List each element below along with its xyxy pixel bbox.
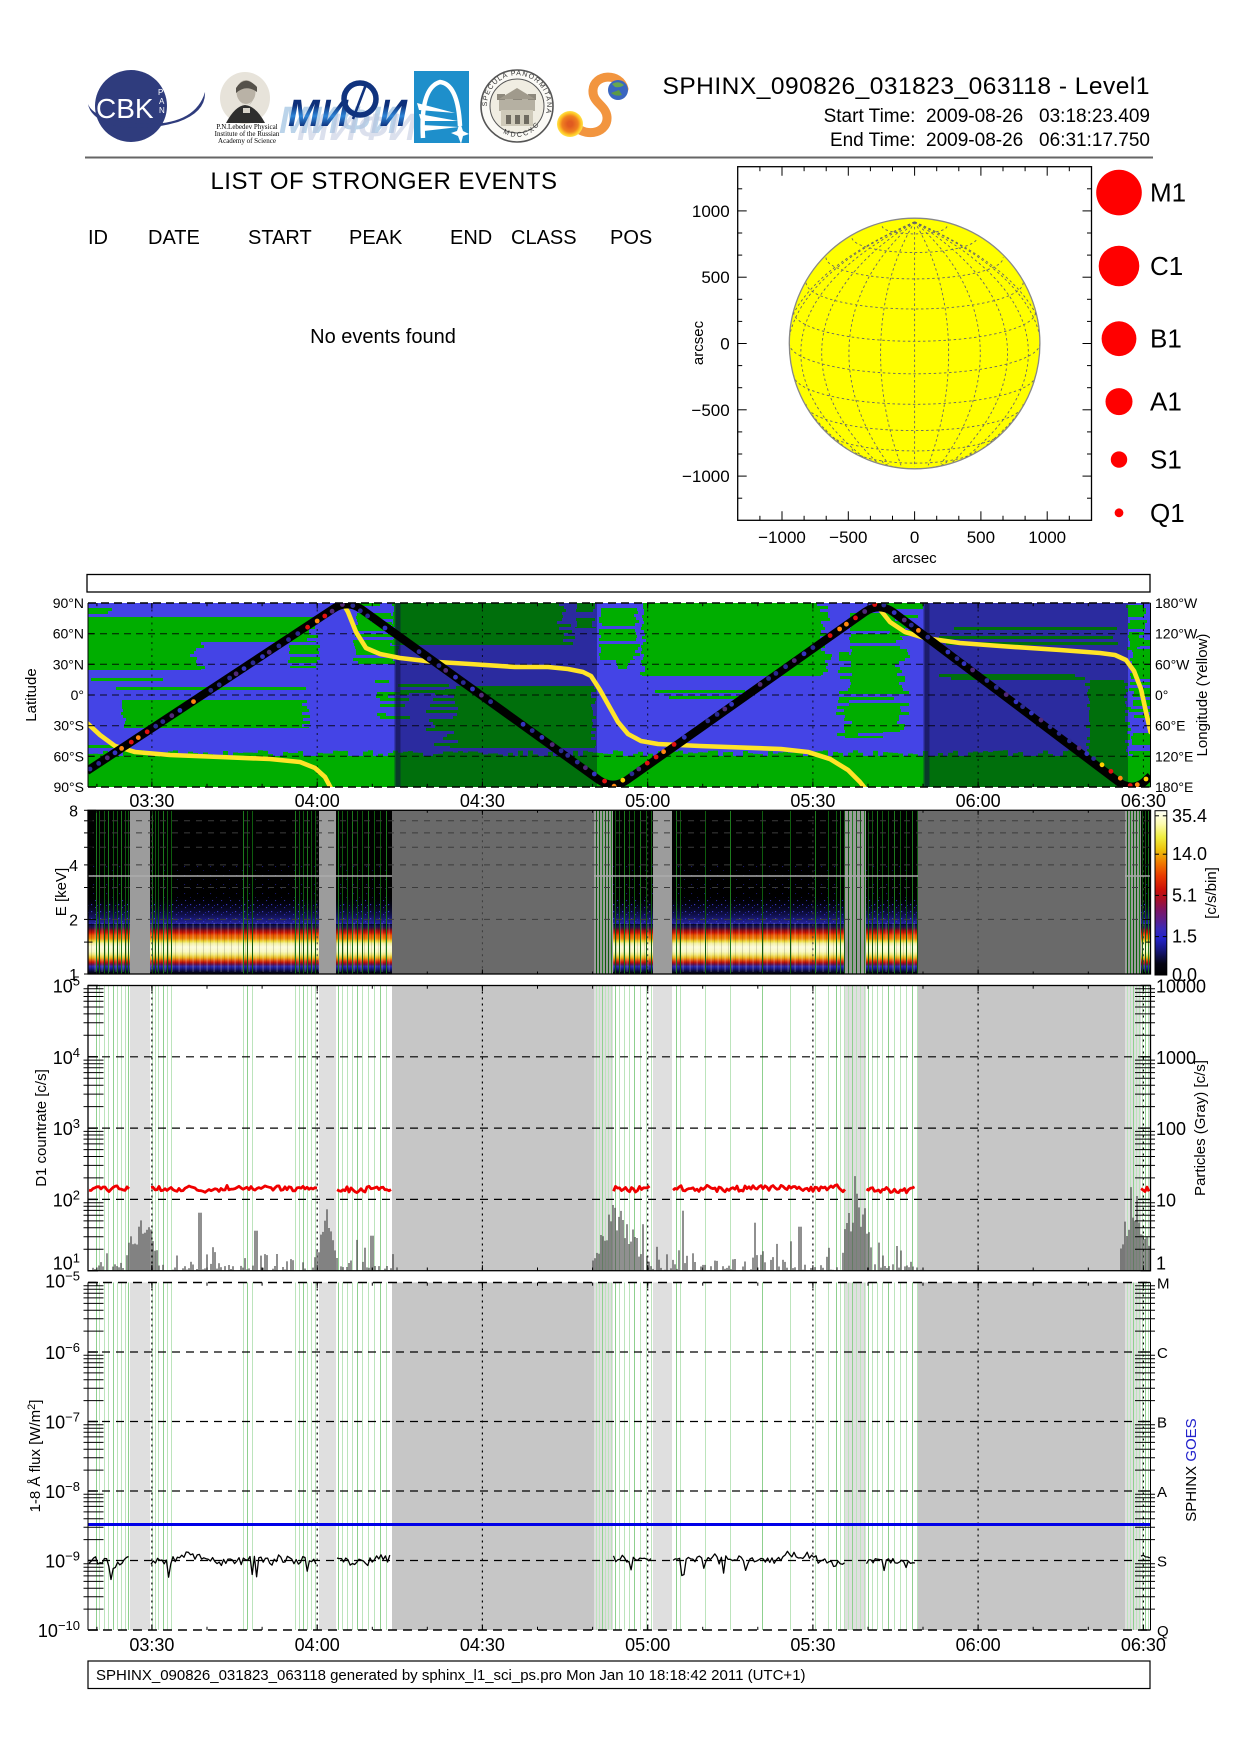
svg-text:Academy of Science: Academy of Science (218, 137, 276, 145)
svg-text:06:30: 06:30 (1121, 1635, 1166, 1655)
svg-text:35.4: 35.4 (1172, 806, 1207, 826)
svg-text:−500: −500 (829, 528, 867, 547)
svg-text:End Time: 2009-08-26 06:31:: End Time: 2009-08-26 06:31:17.750 (830, 130, 1150, 151)
svg-text:30°S: 30°S (53, 718, 84, 734)
svg-text:M: M (1157, 1276, 1170, 1293)
svg-text:0: 0 (720, 335, 729, 354)
svg-text:−500: −500 (691, 401, 729, 420)
svg-text:Longitude (Yellow): Longitude (Yellow) (1194, 634, 1211, 757)
svg-text:A: A (1157, 1484, 1167, 1501)
svg-text:1: 1 (69, 967, 78, 984)
svg-text:06:30: 06:30 (1121, 791, 1166, 811)
svg-text:DATE: DATE (148, 227, 200, 249)
svg-text:60°W: 60°W (1155, 656, 1190, 672)
svg-text:180°W: 180°W (1155, 595, 1198, 611)
svg-text:МИФИ: МИФИ (279, 100, 399, 142)
svg-text:START: START (248, 227, 312, 249)
svg-text:arcsec: arcsec (893, 550, 938, 567)
svg-text:120°E: 120°E (1155, 748, 1193, 764)
svg-text:05:00: 05:00 (625, 1635, 670, 1655)
svg-text:90°N: 90°N (53, 595, 84, 611)
svg-text:14.0: 14.0 (1172, 844, 1207, 864)
svg-text:SPHINX_090826_031823_063118 ge: SPHINX_090826_031823_063118 generated by… (96, 1667, 806, 1684)
svg-text:0.0: 0.0 (1172, 965, 1197, 985)
svg-text:CLASS: CLASS (511, 227, 577, 249)
svg-text:1000: 1000 (1156, 1048, 1196, 1068)
svg-text:LIST OF STRONGER EVENTS: LIST OF STRONGER EVENTS (210, 168, 557, 195)
svg-text:A1: A1 (1150, 387, 1182, 417)
svg-text:100: 100 (1156, 1119, 1186, 1139)
svg-text:8: 8 (69, 803, 78, 820)
svg-text:90°S: 90°S (53, 779, 84, 795)
svg-text:B1: B1 (1150, 324, 1182, 354)
svg-text:03:30: 03:30 (129, 791, 174, 811)
svg-text:4: 4 (69, 858, 78, 875)
svg-text:P.N.Lebedev Physical: P.N.Lebedev Physical (216, 123, 277, 131)
svg-text:CBK: CBK (96, 93, 154, 124)
svg-text:S: S (1157, 1554, 1167, 1571)
svg-text:0°: 0° (71, 687, 84, 703)
svg-text:SPHINX_090826_031823_063118 -: SPHINX_090826_031823_063118 - Level1 (662, 73, 1150, 100)
svg-text:5.1: 5.1 (1172, 885, 1197, 905)
svg-text:06:00: 06:00 (956, 1635, 1001, 1655)
svg-text:−1000: −1000 (758, 528, 806, 547)
svg-text:Institute of the Russian: Institute of the Russian (215, 130, 280, 138)
svg-text:S1: S1 (1150, 445, 1182, 475)
svg-text:60°E: 60°E (1155, 718, 1186, 734)
svg-text:05:00: 05:00 (625, 791, 670, 811)
svg-text:04:00: 04:00 (295, 1635, 340, 1655)
svg-text:1.5: 1.5 (1172, 927, 1197, 947)
svg-text:−1000: −1000 (682, 467, 730, 486)
svg-text:0°: 0° (1155, 687, 1168, 703)
svg-text:D1 countrate [c/s]: D1 countrate [c/s] (33, 1069, 50, 1187)
svg-text:МИФИ: МИФИ (288, 93, 408, 135)
svg-text:N: N (159, 106, 165, 115)
svg-text:05:30: 05:30 (790, 791, 835, 811)
svg-text:2: 2 (69, 912, 78, 929)
svg-text:END: END (450, 227, 492, 249)
svg-text:E [keV]: E [keV] (53, 868, 70, 916)
svg-text:B: B (1157, 1415, 1167, 1432)
svg-text:0: 0 (910, 528, 919, 547)
svg-text:180°E: 180°E (1155, 779, 1193, 795)
svg-text:A: A (159, 97, 165, 106)
svg-text:PEAK: PEAK (349, 227, 403, 249)
svg-text:30°N: 30°N (53, 656, 84, 672)
svg-text:500: 500 (701, 268, 729, 287)
svg-text:1000: 1000 (1028, 528, 1066, 547)
svg-text:POS: POS (610, 227, 652, 249)
svg-text:04:30: 04:30 (460, 791, 505, 811)
svg-text:03:30: 03:30 (129, 1635, 174, 1655)
svg-text:Particles (Gray) [c/s]: Particles (Gray) [c/s] (1192, 1060, 1209, 1196)
svg-text:120°W: 120°W (1155, 626, 1198, 642)
svg-text:05:30: 05:30 (790, 1635, 835, 1655)
svg-text:C1: C1 (1150, 251, 1183, 281)
svg-text:No events found: No events found (310, 326, 456, 348)
svg-text:1-8 Å flux [W/m2]: 1-8 Å flux [W/m2] (26, 1400, 44, 1513)
svg-text:06:00: 06:00 (956, 791, 1001, 811)
svg-text:Q: Q (1157, 1623, 1169, 1640)
svg-text:arcsec: arcsec (690, 320, 707, 365)
svg-text:10000: 10000 (1156, 977, 1206, 997)
svg-text:SPHINX GOES: SPHINX GOES (1183, 1418, 1200, 1521)
svg-text:500: 500 (967, 528, 995, 547)
svg-text:04:30: 04:30 (460, 1635, 505, 1655)
svg-text:1000: 1000 (692, 202, 730, 221)
svg-text:Q1: Q1 (1150, 498, 1185, 528)
svg-text:Start Time: 2009-08-26 03:1: Start Time: 2009-08-26 03:18:23.409 (824, 106, 1150, 127)
svg-text:[c/s/bin]: [c/s/bin] (1203, 867, 1220, 919)
svg-text:10: 10 (1156, 1190, 1176, 1210)
svg-text:Latitude: Latitude (23, 668, 40, 721)
svg-text:P: P (158, 88, 163, 97)
svg-text:C: C (1157, 1345, 1168, 1362)
svg-text:ID: ID (88, 227, 108, 249)
svg-text:60°N: 60°N (53, 626, 84, 642)
svg-text:1: 1 (1156, 1254, 1166, 1274)
svg-text:04:00: 04:00 (295, 791, 340, 811)
svg-text:M1: M1 (1150, 178, 1186, 208)
svg-text:60°S: 60°S (53, 748, 84, 764)
